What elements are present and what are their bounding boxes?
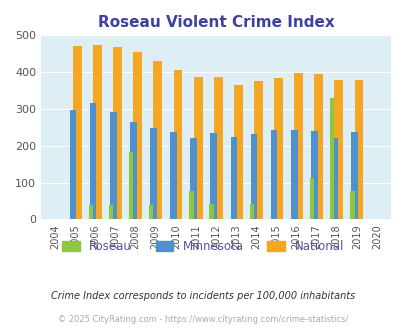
Bar	[70, 110, 76, 219]
Bar	[133, 52, 142, 219]
Bar	[329, 98, 334, 219]
Bar	[254, 81, 262, 219]
Bar	[273, 79, 282, 219]
Title: Roseau Violent Crime Index: Roseau Violent Crime Index	[97, 15, 334, 30]
Bar	[109, 205, 113, 219]
Bar	[250, 134, 257, 219]
Bar	[313, 74, 322, 219]
Bar	[149, 205, 153, 219]
Bar	[249, 204, 254, 219]
Bar	[230, 137, 237, 219]
Bar	[170, 132, 177, 219]
Bar	[150, 128, 156, 219]
Bar	[270, 130, 277, 219]
Bar	[93, 45, 102, 219]
Bar	[130, 122, 136, 219]
Bar	[334, 80, 343, 219]
Bar	[354, 80, 362, 219]
Legend: Roseau, Minnesota, National: Roseau, Minnesota, National	[57, 236, 348, 258]
Bar	[233, 85, 242, 219]
Bar	[330, 138, 337, 219]
Bar	[290, 130, 297, 219]
Bar	[190, 138, 196, 219]
Bar	[110, 112, 116, 219]
Bar	[73, 47, 82, 219]
Bar	[173, 70, 182, 219]
Bar	[309, 178, 313, 219]
Bar	[349, 191, 354, 219]
Bar	[350, 132, 357, 219]
Bar	[113, 48, 122, 219]
Bar	[210, 133, 217, 219]
Bar	[213, 77, 222, 219]
Text: © 2025 CityRating.com - https://www.cityrating.com/crime-statistics/: © 2025 CityRating.com - https://www.city…	[58, 315, 347, 324]
Bar	[310, 131, 317, 219]
Bar	[153, 61, 162, 219]
Bar	[294, 73, 303, 219]
Bar	[193, 77, 202, 219]
Bar	[128, 152, 133, 219]
Text: Crime Index corresponds to incidents per 100,000 inhabitants: Crime Index corresponds to incidents per…	[51, 291, 354, 301]
Bar	[209, 204, 213, 219]
Bar	[90, 103, 96, 219]
Bar	[88, 205, 93, 219]
Bar	[189, 191, 193, 219]
